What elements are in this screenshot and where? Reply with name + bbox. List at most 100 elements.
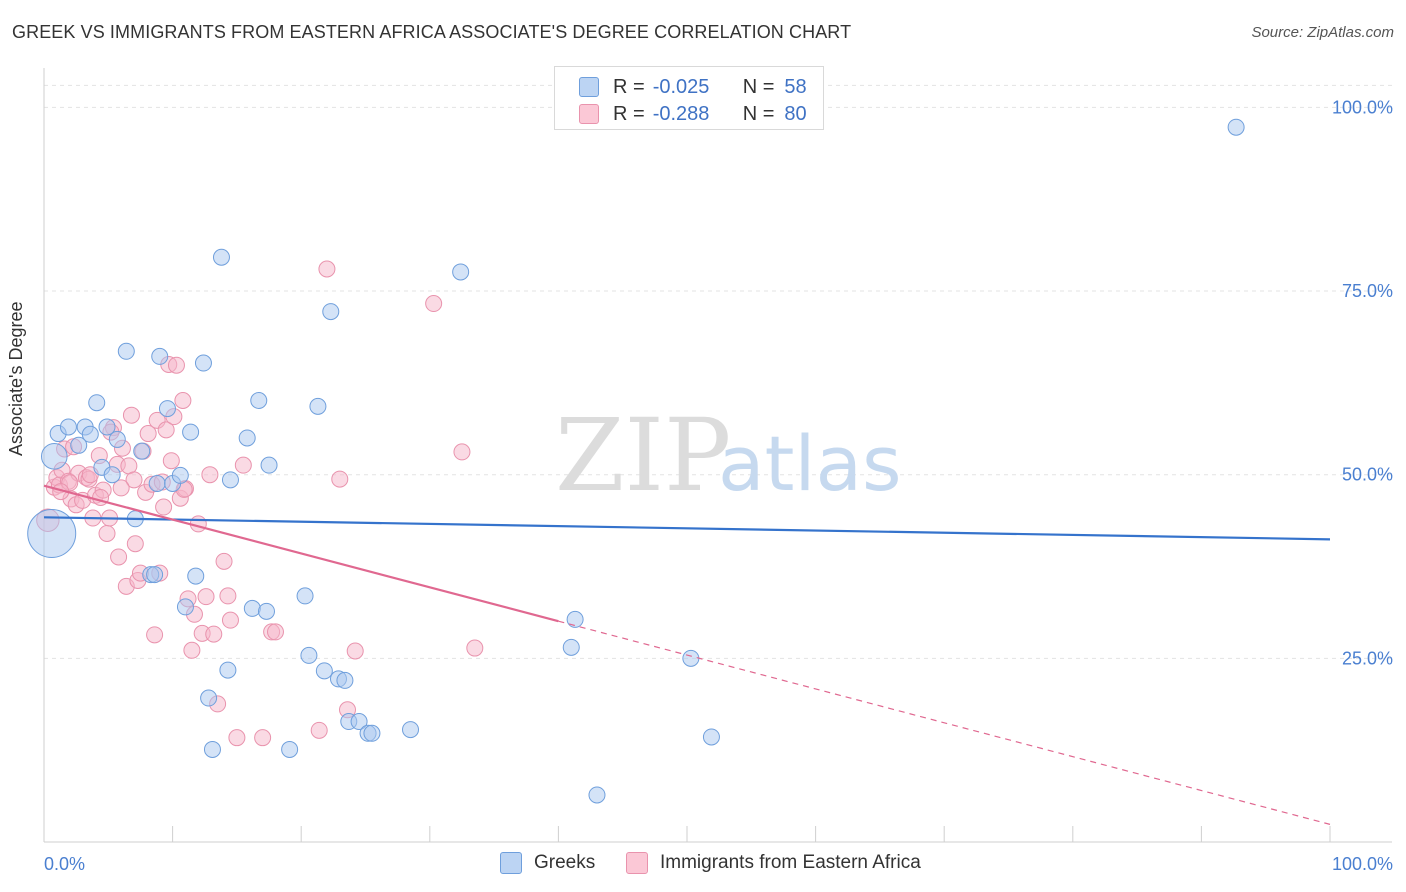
y-tick-label: 75.0% (1342, 281, 1393, 301)
x-tick-label: 0.0% (44, 854, 85, 874)
data-point-greeks (40, 443, 68, 470)
data-point-greeks (682, 649, 700, 667)
y-axis-label: Associate's Degree (6, 301, 26, 456)
watermark-atlas: atlas (718, 419, 902, 508)
data-point-greeks (363, 724, 381, 742)
data-point-immigrants (318, 260, 336, 278)
data-point-immigrants (425, 295, 443, 313)
series-immigrants-points (36, 260, 484, 747)
data-point-greeks (238, 429, 256, 447)
data-point-greeks (260, 456, 278, 474)
legend-row-greeks: R = -0.025 N = 58 (579, 75, 807, 99)
y-tick-label: 50.0% (1342, 465, 1393, 485)
watermark: ZIP atlas (555, 397, 902, 514)
legend-r-immigrants: -0.288 (652, 102, 710, 125)
data-point-greeks (221, 471, 239, 489)
data-point-immigrants (221, 611, 239, 629)
data-point-immigrants (201, 466, 219, 484)
legend-n-label: N = (742, 102, 775, 125)
legend-item-immigrants[interactable]: Immigrants from Eastern Africa (626, 852, 921, 874)
trend-lines (43, 484, 1331, 825)
data-point-immigrants (139, 425, 157, 443)
data-point-greeks (588, 786, 606, 804)
data-point-greeks (158, 400, 176, 418)
data-point-immigrants (215, 552, 233, 570)
trend-line-greeks (43, 516, 1331, 541)
data-point-immigrants (162, 452, 180, 470)
data-point-immigrants (197, 588, 215, 606)
data-point-greeks (309, 397, 327, 415)
data-point-greeks (219, 661, 237, 679)
data-point-greeks (296, 587, 314, 605)
data-point-immigrants (266, 623, 284, 641)
data-point-immigrants (331, 470, 349, 488)
data-point-greeks (151, 347, 169, 365)
legend-n-greeks: 58 (784, 75, 807, 98)
data-point-immigrants (234, 456, 252, 474)
data-point-greeks (200, 689, 218, 707)
data-point-greeks (81, 425, 99, 443)
data-point-greeks (27, 508, 77, 558)
data-point-greeks (350, 713, 368, 731)
legend-swatch-greeks (500, 852, 522, 874)
data-point-greeks (176, 598, 194, 616)
data-point-immigrants (310, 721, 328, 739)
data-point-immigrants (98, 524, 116, 542)
data-point-immigrants (219, 587, 237, 605)
data-point-greeks (187, 567, 205, 585)
data-point-immigrants (146, 626, 164, 644)
legend-n-label: N = (742, 75, 775, 98)
legend-r-greeks: -0.025 (652, 75, 710, 98)
series-greeks-points (27, 90, 1245, 804)
legend-r-label: R = (613, 75, 645, 98)
data-point-greeks (243, 599, 261, 617)
data-point-greeks (257, 602, 275, 620)
data-point-greeks (171, 466, 189, 484)
data-point-greeks (117, 342, 135, 360)
data-point-immigrants (205, 625, 223, 643)
y-tick-label: 25.0% (1342, 648, 1393, 668)
data-point-greeks (300, 646, 318, 664)
data-point-greeks (203, 740, 221, 758)
data-point-greeks (88, 394, 106, 412)
chart-source: Source: ZipAtlas.com (1251, 24, 1394, 41)
data-point-greeks (108, 430, 126, 448)
legend-swatch-immigrants (579, 104, 599, 124)
data-point-immigrants (155, 498, 173, 516)
data-point-greeks (103, 466, 121, 484)
stats-legend: R = -0.025 N = 58 R = -0.288 N = 80 (554, 66, 824, 130)
data-point-greeks (281, 740, 299, 758)
data-point-immigrants (346, 642, 364, 660)
data-point-greeks (452, 263, 470, 281)
data-point-immigrants (453, 443, 471, 461)
trend-line-immigrants (43, 484, 559, 623)
watermark-zip: ZIP (555, 397, 731, 514)
data-point-greeks (336, 671, 354, 689)
data-point-immigrants (174, 391, 192, 409)
data-point-immigrants (157, 421, 175, 439)
series-legend: Greeks Immigrants from Eastern Africa (0, 852, 1406, 878)
data-point-greeks (59, 418, 77, 436)
data-point-immigrants (228, 729, 246, 747)
legend-item-greeks[interactable]: Greeks (500, 852, 595, 874)
data-point-greeks (402, 721, 420, 739)
data-point-greeks (148, 475, 166, 493)
data-point-greeks (250, 391, 268, 409)
data-point-immigrants (167, 356, 185, 374)
legend-n-immigrants: 80 (784, 102, 807, 125)
trend-line-immigrants-projection (558, 620, 1331, 825)
data-point-greeks (212, 248, 230, 266)
data-point-immigrants (183, 641, 201, 659)
chart-title: GREEK VS IMMIGRANTS FROM EASTERN AFRICA … (12, 22, 852, 42)
data-point-greeks (566, 610, 584, 628)
data-point-immigrants (112, 479, 130, 497)
data-point-immigrants (125, 471, 143, 489)
data-point-immigrants (110, 548, 128, 566)
data-point-greeks (702, 728, 720, 746)
x-tick-label: 100.0% (1332, 854, 1393, 874)
data-point-greeks (182, 423, 200, 441)
legend-swatch-greeks (579, 77, 599, 97)
y-tick-label: 100.0% (1332, 97, 1393, 117)
legend-label-greeks: Greeks (534, 852, 596, 873)
